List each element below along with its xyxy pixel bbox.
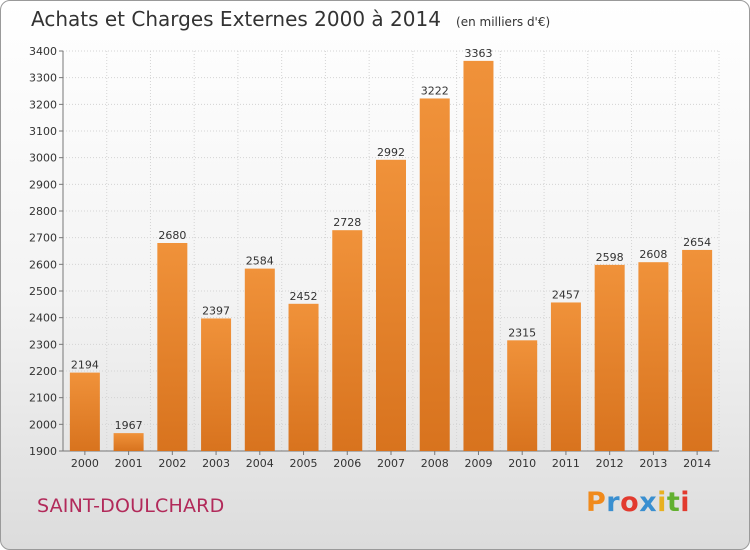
- bar: [332, 230, 363, 451]
- bar: [288, 303, 319, 451]
- bar: [594, 264, 625, 451]
- x-tick-label: 2012: [596, 457, 624, 470]
- value-label: 1967: [115, 419, 143, 432]
- x-tick-label: 2005: [290, 457, 318, 470]
- y-tick-label: 2100: [29, 392, 57, 405]
- bar: [376, 159, 406, 452]
- bar: [507, 340, 538, 451]
- x-tick-labels: 2000 2001 2002 2003 2004 2005 2006 2007 2008 2009…: [71, 457, 711, 470]
- x-tick-label: 2001: [115, 457, 143, 470]
- x-tick-label: 2007: [377, 457, 405, 470]
- chart-unit: (en milliers d'€): [456, 15, 551, 29]
- chart-title-block: Achats et Charges Externes 2000 à 2014 (…: [31, 7, 550, 31]
- y-tick-label: 2900: [29, 178, 57, 191]
- value-label: 2452: [290, 290, 318, 303]
- value-label: 2457: [552, 288, 580, 301]
- bar: [157, 243, 188, 451]
- value-label: 3363: [464, 47, 492, 60]
- x-tick-label: 2008: [421, 457, 449, 470]
- y-tick-label: 2800: [29, 205, 57, 218]
- y-tick-label: 2000: [29, 418, 57, 431]
- logo-letter: t: [666, 487, 681, 518]
- logo-letter: x: [639, 487, 658, 518]
- x-tick-label: 2006: [333, 457, 361, 470]
- bar: [69, 372, 100, 451]
- x-tick-label: 2009: [464, 457, 492, 470]
- y-tick-labels: 1900 2000 2100 2200 2300 2400 2500 2600 2700 2800…: [29, 45, 57, 458]
- y-tick-label: 2700: [29, 232, 57, 245]
- x-tick-label: 2000: [71, 457, 99, 470]
- bar: [419, 98, 450, 451]
- bar: [463, 60, 494, 451]
- value-label: 2992: [377, 146, 405, 159]
- y-tick-label: 3200: [29, 98, 57, 111]
- proxiti-logo: Proxiti: [586, 487, 690, 518]
- y-tick-label: 2200: [29, 365, 57, 378]
- value-label: 2315: [508, 326, 536, 339]
- value-label: 2584: [246, 255, 274, 268]
- x-tick-label: 2010: [508, 457, 536, 470]
- y-tick-label: 1900: [29, 445, 57, 458]
- value-label: 3222: [421, 84, 449, 97]
- y-tick-label: 2500: [29, 285, 57, 298]
- bar: [113, 433, 144, 451]
- town-name: SAINT-DOULCHARD: [37, 495, 225, 517]
- x-tick-label: 2003: [202, 457, 230, 470]
- x-tick-label: 2014: [683, 457, 711, 470]
- bars: [69, 60, 713, 452]
- y-tick-label: 3100: [29, 125, 57, 138]
- y-tick-label: 2600: [29, 258, 57, 271]
- x-tick-label: 2011: [552, 457, 580, 470]
- bar: [201, 318, 232, 451]
- value-label: 2194: [71, 359, 99, 372]
- value-labels: 2194 1967 2680 2397 2584 2452 2728 2992 3222 3363…: [71, 47, 711, 432]
- y-tick-label: 2300: [29, 338, 57, 351]
- logo-letter: P: [586, 487, 607, 518]
- bar: [638, 262, 669, 451]
- x-tick-label: 2013: [639, 457, 667, 470]
- x-tick-label: 2002: [158, 457, 186, 470]
- y-tick-label: 3300: [29, 72, 57, 85]
- value-label: 2680: [158, 229, 186, 242]
- y-tick-label: 3400: [29, 45, 57, 58]
- logo-letter: o: [620, 487, 640, 518]
- logo-letter: i: [657, 487, 667, 518]
- logo-letter: r: [606, 487, 621, 518]
- bar: [244, 268, 275, 451]
- value-label: 2728: [333, 216, 361, 229]
- x-tick-label: 2004: [246, 457, 274, 470]
- value-label: 2654: [683, 236, 711, 249]
- value-label: 2397: [202, 304, 230, 317]
- bar: [682, 249, 713, 451]
- logo-letter: i: [680, 487, 691, 518]
- y-tick-label: 3000: [29, 152, 57, 165]
- value-label: 2598: [596, 251, 624, 264]
- y-tick-label: 2400: [29, 312, 57, 325]
- chart-title: Achats et Charges Externes 2000 à 2014: [31, 7, 441, 31]
- bar: [550, 302, 581, 451]
- value-label: 2608: [639, 248, 667, 261]
